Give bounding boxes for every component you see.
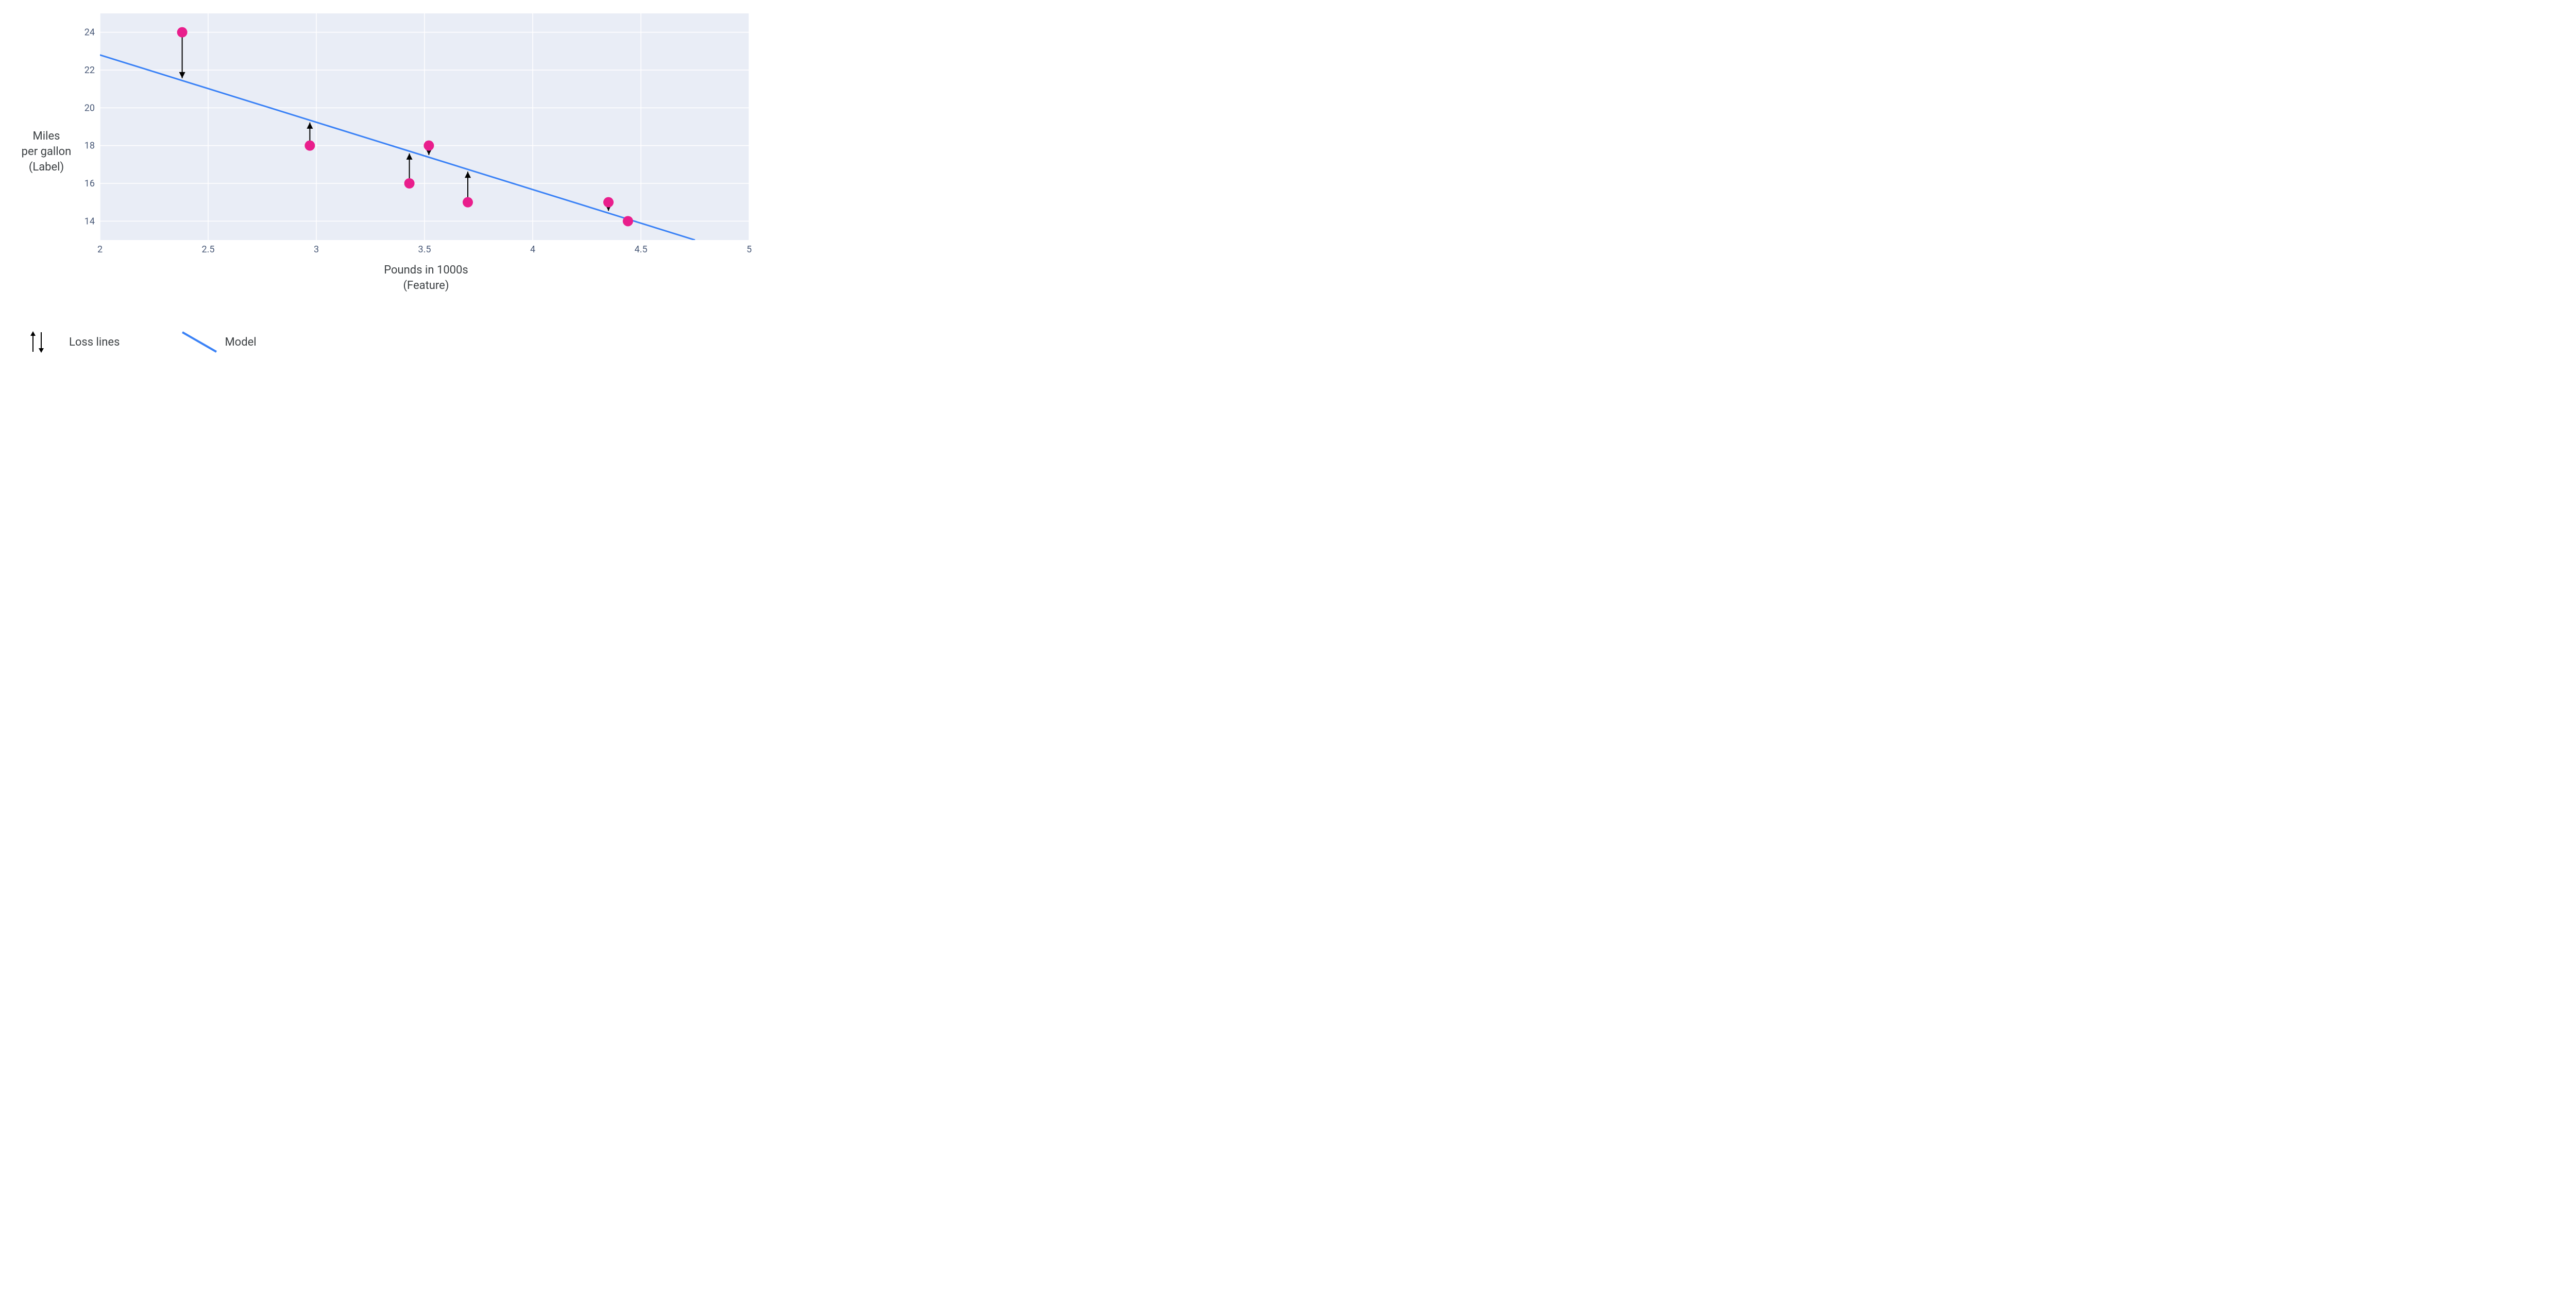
data-point [623, 216, 633, 226]
x-tick-label: 3 [314, 244, 319, 255]
y-axis-title-line3: (Label) [29, 161, 64, 174]
y-tick-label: 18 [84, 141, 95, 151]
x-axis-title-line1: Pounds in 1000s [384, 264, 468, 277]
chart-svg: 14 16 18 20 22 24 2 2.5 3 3.5 4 4.5 5 [75, 10, 752, 258]
legend: Loss lines Model [21, 329, 752, 355]
x-tick-label: 2 [97, 244, 103, 255]
x-tick-label: 4 [530, 244, 535, 255]
chart-row: Miles per gallon (Label) 14 16 18 20 22 24 2 2.… [21, 10, 752, 293]
legend-item-loss: Loss lines [26, 329, 120, 355]
y-tick-label: 24 [84, 27, 95, 38]
y-tick-label: 16 [84, 178, 95, 189]
plot-wrap: 14 16 18 20 22 24 2 2.5 3 3.5 4 4.5 5 Pounds in 1000… [75, 10, 752, 293]
legend-item-model: Model [181, 329, 256, 355]
x-tick-label: 5 [747, 244, 752, 255]
y-axis-title-line2: per gallon [22, 145, 72, 158]
y-axis-title-line1: Miles [33, 130, 60, 143]
legend-loss-label: Loss lines [69, 336, 120, 349]
data-point [177, 27, 188, 38]
x-axis-title-line2: (Feature) [403, 279, 449, 292]
y-tick-label: 14 [84, 216, 95, 227]
y-axis-title: Miles per gallon (Label) [21, 129, 75, 175]
data-point [404, 178, 415, 189]
y-tick-label: 20 [84, 103, 95, 113]
x-tick-label: 4.5 [635, 244, 648, 255]
x-tick-label: 3.5 [418, 244, 431, 255]
data-point [603, 197, 614, 208]
data-point [463, 197, 473, 208]
model-line-icon [181, 329, 217, 355]
x-axis-title: Pounds in 1000s (Feature) [75, 263, 752, 293]
loss-lines-icon [26, 329, 62, 355]
data-point [423, 141, 434, 151]
chart-container: Miles per gallon (Label) 14 16 18 20 22 24 2 2.… [0, 0, 773, 365]
data-point [304, 141, 315, 151]
y-tick-label: 22 [84, 65, 95, 76]
x-tick-label: 2.5 [202, 244, 215, 255]
legend-model-label: Model [225, 336, 256, 349]
